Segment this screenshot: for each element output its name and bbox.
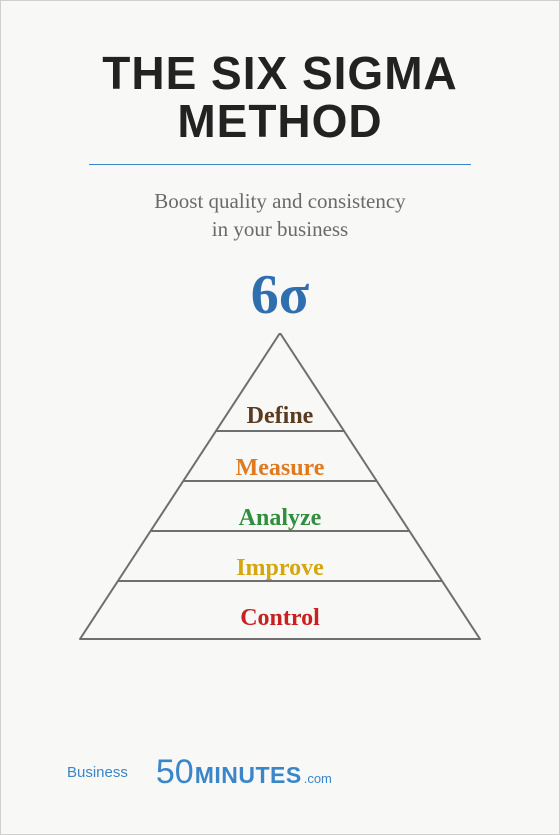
title-line-2: METHOD [102, 97, 457, 145]
brand-dotcom: .com [304, 771, 332, 786]
subtitle: Boost quality and consistency in your bu… [154, 187, 405, 244]
book-cover: THE SIX SIGMA METHOD Boost quality and c… [0, 0, 560, 835]
footer: Business 50 MINUTES .com [67, 753, 332, 792]
title-divider [89, 164, 471, 165]
brand-50: 50 [156, 753, 194, 792]
pyramid-outline [70, 333, 490, 643]
pyramid-label-control: Control [240, 605, 320, 632]
six-sigma-symbol: 6σ [251, 263, 309, 327]
subtitle-line-1: Boost quality and consistency [154, 187, 405, 215]
pyramid-diagram: Define Measure Analyze Improve Control [70, 333, 490, 643]
title-line-1: THE SIX SIGMA [102, 49, 457, 97]
subtitle-line-2: in your business [154, 215, 405, 243]
title-block: THE SIX SIGMA METHOD [102, 49, 457, 146]
footer-category: Business [67, 764, 128, 781]
brand-minutes: MINUTES [195, 762, 302, 789]
pyramid-label-define: Define [247, 403, 314, 430]
pyramid-label-analyze: Analyze [239, 505, 322, 532]
pyramid-label-measure: Measure [236, 455, 325, 482]
footer-brand: 50 MINUTES .com [156, 753, 332, 792]
pyramid-label-improve: Improve [236, 555, 324, 582]
